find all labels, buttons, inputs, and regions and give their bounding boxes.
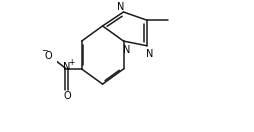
Text: N: N [64,62,71,72]
Text: N: N [146,49,153,59]
Text: N: N [118,2,125,12]
Text: +: + [69,58,75,67]
Text: −: − [41,46,47,55]
Text: N: N [123,45,130,55]
Text: O: O [44,51,52,61]
Text: O: O [63,91,71,101]
